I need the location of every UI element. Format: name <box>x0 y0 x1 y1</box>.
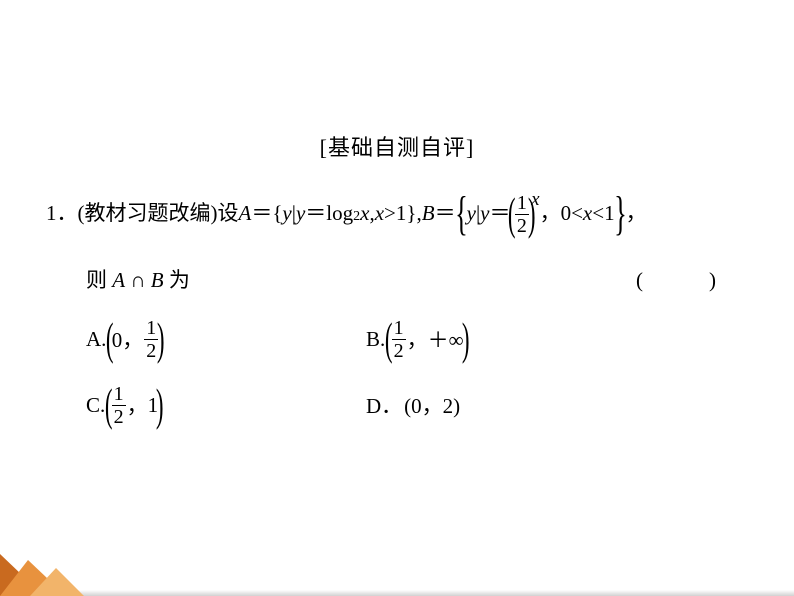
option-C: C. ( 1 2 ， 1 ) <box>86 382 366 428</box>
question-line-1: 1． (教材习题改编) 设 A ＝ { y | y ＝ log 2 x , x … <box>46 190 748 238</box>
frac-den: 2 <box>112 406 126 427</box>
option-B: B. ( 1 2 ， ＋∞ ) <box>366 316 467 362</box>
option-B-label: B. <box>366 327 385 352</box>
tail-text: 则 A ∩ B 为 <box>86 264 190 294</box>
option-D-label: D． <box>366 390 402 420</box>
var-x-3: x <box>583 199 592 228</box>
frac-num: 1 <box>515 193 529 215</box>
equals-2: ＝ <box>305 199 326 228</box>
set-B-braces: { y | y ＝ ( 1 2 ) x ， 0< x <1 } <box>456 190 626 238</box>
question-number: 1． <box>46 199 78 228</box>
paren-left-icon: ( <box>385 316 393 362</box>
section-title: [基础自测自评] <box>46 130 748 162</box>
options: A. ( 0， 1 2 ) B. ( 1 2 ， ＋∞ ) <box>46 316 748 428</box>
var-y-1: y <box>282 199 291 228</box>
brace-open-1: { <box>272 199 282 228</box>
cap-symbol: ∩ <box>130 268 145 292</box>
answer-blank: ( ) <box>636 264 748 294</box>
triangle-deco-icon <box>0 546 120 596</box>
var-x-2: x <box>375 199 384 228</box>
set-A-name: A <box>239 199 252 228</box>
option-row-2: C. ( 1 2 ， 1 ) D． (0，2) <box>86 382 748 428</box>
option-B-sep: ， <box>407 324 428 354</box>
gt1: >1 <box>384 199 406 228</box>
option-D-text: (0，2) <box>404 390 460 420</box>
option-A-label: A. <box>86 327 106 352</box>
tail-prefix: 则 <box>86 268 112 292</box>
question-source: (教材习题改编) <box>78 199 218 228</box>
wei: 为 <box>169 268 190 292</box>
option-A-a: 0， <box>112 324 144 354</box>
text-lead: 设 <box>218 199 239 228</box>
option-A: A. ( 0， 1 2 ) <box>86 316 366 362</box>
fraction-half-1: 1 2 <box>515 193 529 236</box>
brace-right-icon: } <box>614 190 627 238</box>
slide: [基础自测自评] 1． (教材习题改编) 设 A ＝ { y | y ＝ log… <box>0 0 794 596</box>
frac-num: 1 <box>112 384 126 406</box>
frac-den: 2 <box>515 215 529 236</box>
frac-den: 2 <box>392 340 406 361</box>
paren-right-icon: ) <box>157 316 165 362</box>
paren-right-icon: ) <box>156 382 164 428</box>
set-B-name: B <box>422 199 435 228</box>
option-C-sep: ， <box>127 390 148 420</box>
paren-right-icon: ) <box>461 316 469 362</box>
brace-close-1: } <box>406 199 416 228</box>
var-y-2: y <box>296 199 305 228</box>
option-B-inf: ＋∞ <box>428 324 464 354</box>
option-row-1: A. ( 0， 1 2 ) B. ( 1 2 ， ＋∞ ) <box>86 316 748 362</box>
equals-1: ＝ <box>251 199 272 228</box>
range-0lt: 0< <box>561 199 583 228</box>
var-x-1: x <box>360 199 369 228</box>
range-lt1: <1 <box>592 199 614 228</box>
option-C-label: C. <box>86 393 105 418</box>
var-y-4: y <box>480 199 489 228</box>
exponent-x: x <box>531 187 539 214</box>
B-ref: B <box>151 268 164 292</box>
frac-num: 1 <box>392 318 406 340</box>
comma-4: ， <box>626 199 647 228</box>
log-fn: log <box>326 199 353 228</box>
brace-left-icon: { <box>455 190 468 238</box>
question-line-2: 则 A ∩ B 为 ( ) <box>46 264 748 294</box>
log-base: 2 <box>353 207 360 227</box>
comma-3: ， <box>540 199 561 228</box>
option-B-frac: 1 2 <box>392 318 406 361</box>
option-C-frac: 1 2 <box>112 384 126 427</box>
var-y-3: y <box>467 199 476 228</box>
option-D: D． (0，2) <box>366 390 460 420</box>
paren-left-icon: ( <box>105 382 113 428</box>
equals-3: ＝ <box>435 199 456 228</box>
corner-decoration <box>0 546 120 596</box>
A-ref: A <box>112 268 125 292</box>
paren-left-icon: ( <box>106 316 114 362</box>
